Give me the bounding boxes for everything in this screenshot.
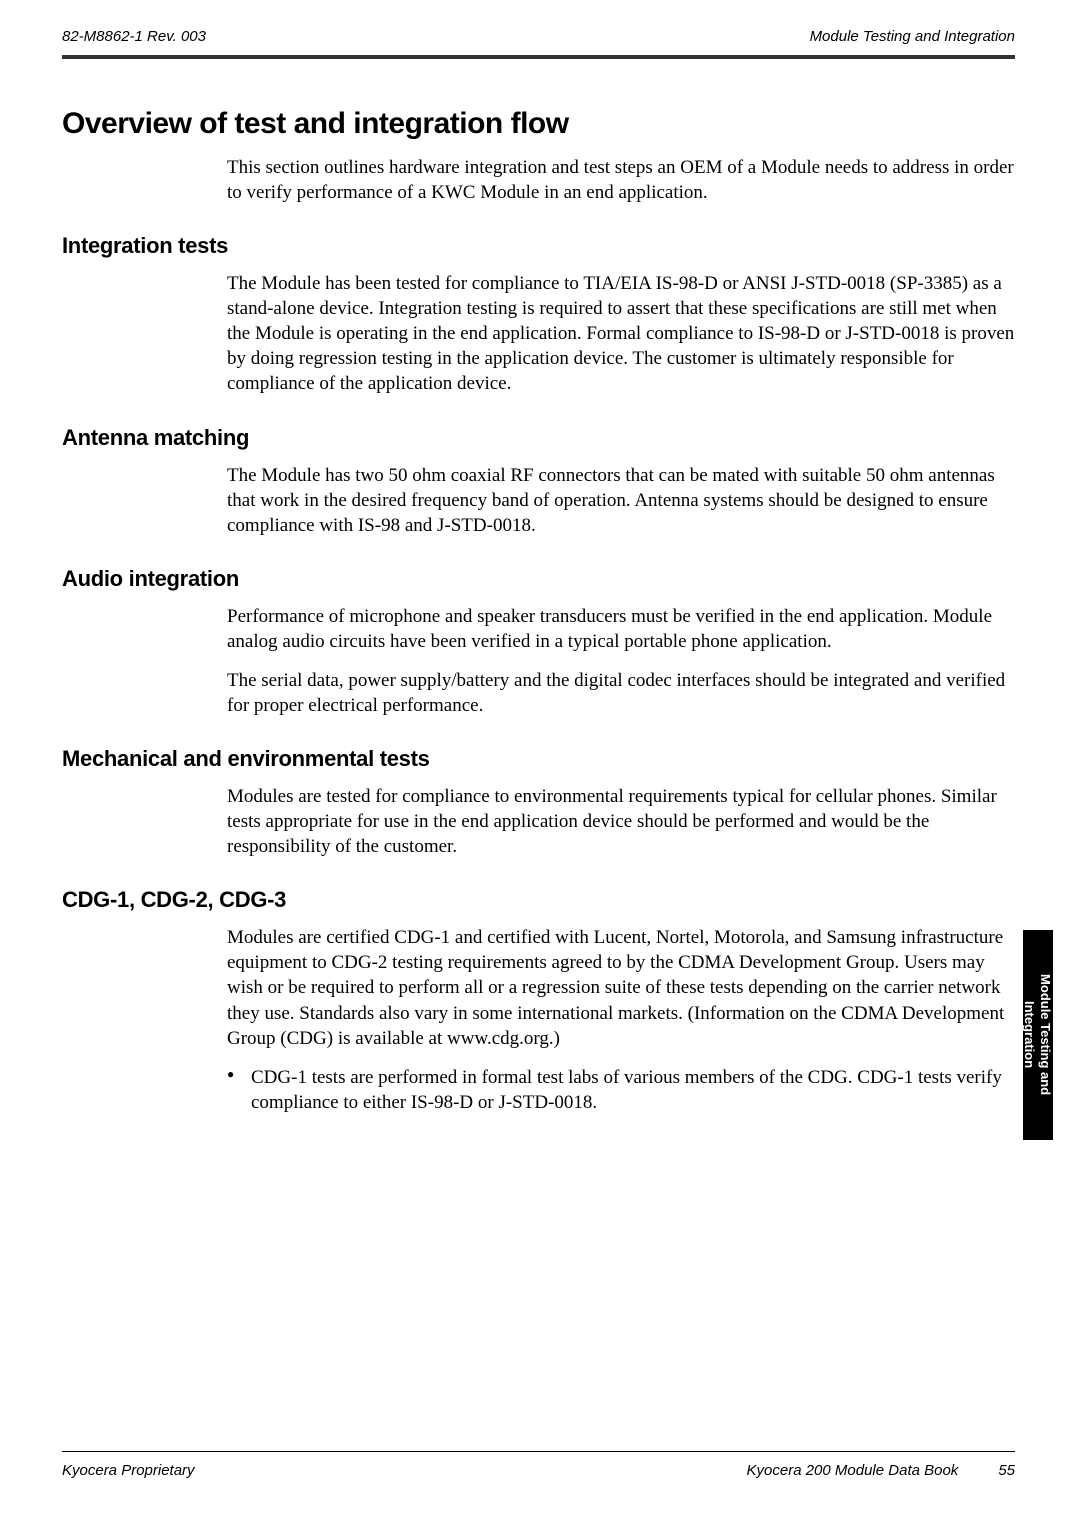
page-container: 82-M8862-1 Rev. 003 Module Testing and I… (0, 0, 1075, 1519)
cdg-bullet-1: CDG-1 tests are performed in formal test… (227, 1065, 1015, 1115)
audio-integration-body-1: Performance of microphone and speaker tr… (227, 604, 1015, 654)
mechanical-body: Modules are tested for compliance to env… (227, 784, 1015, 859)
intro-paragraph: This section outlines hardware integrati… (227, 155, 1015, 205)
main-heading: Overview of test and integration flow (62, 107, 1015, 141)
side-tab: Module Testing and Integration (1023, 930, 1053, 1140)
footer-page-number: 55 (998, 1462, 1015, 1479)
integration-tests-body: The Module has been tested for complianc… (227, 271, 1015, 396)
content-area: Overview of test and integration flow Th… (62, 107, 1015, 1451)
cdg-heading: CDG-1, CDG-2, CDG-3 (62, 887, 1015, 913)
cdg-body: Modules are certified CDG-1 and certifie… (227, 925, 1015, 1050)
header-revision: 82-M8862-1 Rev. 003 (62, 28, 206, 45)
side-tab-text: Module Testing and Integration (1022, 974, 1053, 1095)
antenna-matching-heading: Antenna matching (62, 425, 1015, 451)
audio-integration-heading: Audio integration (62, 566, 1015, 592)
audio-integration-body-2: The serial data, power supply/battery an… (227, 668, 1015, 718)
page-footer: Kyocera Proprietary Kyocera 200 Module D… (62, 1451, 1015, 1479)
footer-right-group: Kyocera 200 Module Data Book 55 (747, 1462, 1015, 1479)
side-tab-line1: Module Testing and (1039, 974, 1054, 1095)
header-section-title: Module Testing and Integration (810, 28, 1015, 45)
cdg-bullet-list: CDG-1 tests are performed in formal test… (227, 1065, 1015, 1115)
side-tab-line2: Integration (1023, 1001, 1038, 1068)
footer-proprietary: Kyocera Proprietary (62, 1462, 195, 1479)
header-rule (62, 55, 1015, 59)
footer-book-title: Kyocera 200 Module Data Book (747, 1462, 959, 1479)
antenna-matching-body: The Module has two 50 ohm coaxial RF con… (227, 463, 1015, 538)
mechanical-heading: Mechanical and environmental tests (62, 746, 1015, 772)
page-header: 82-M8862-1 Rev. 003 Module Testing and I… (62, 28, 1015, 45)
integration-tests-heading: Integration tests (62, 233, 1015, 259)
